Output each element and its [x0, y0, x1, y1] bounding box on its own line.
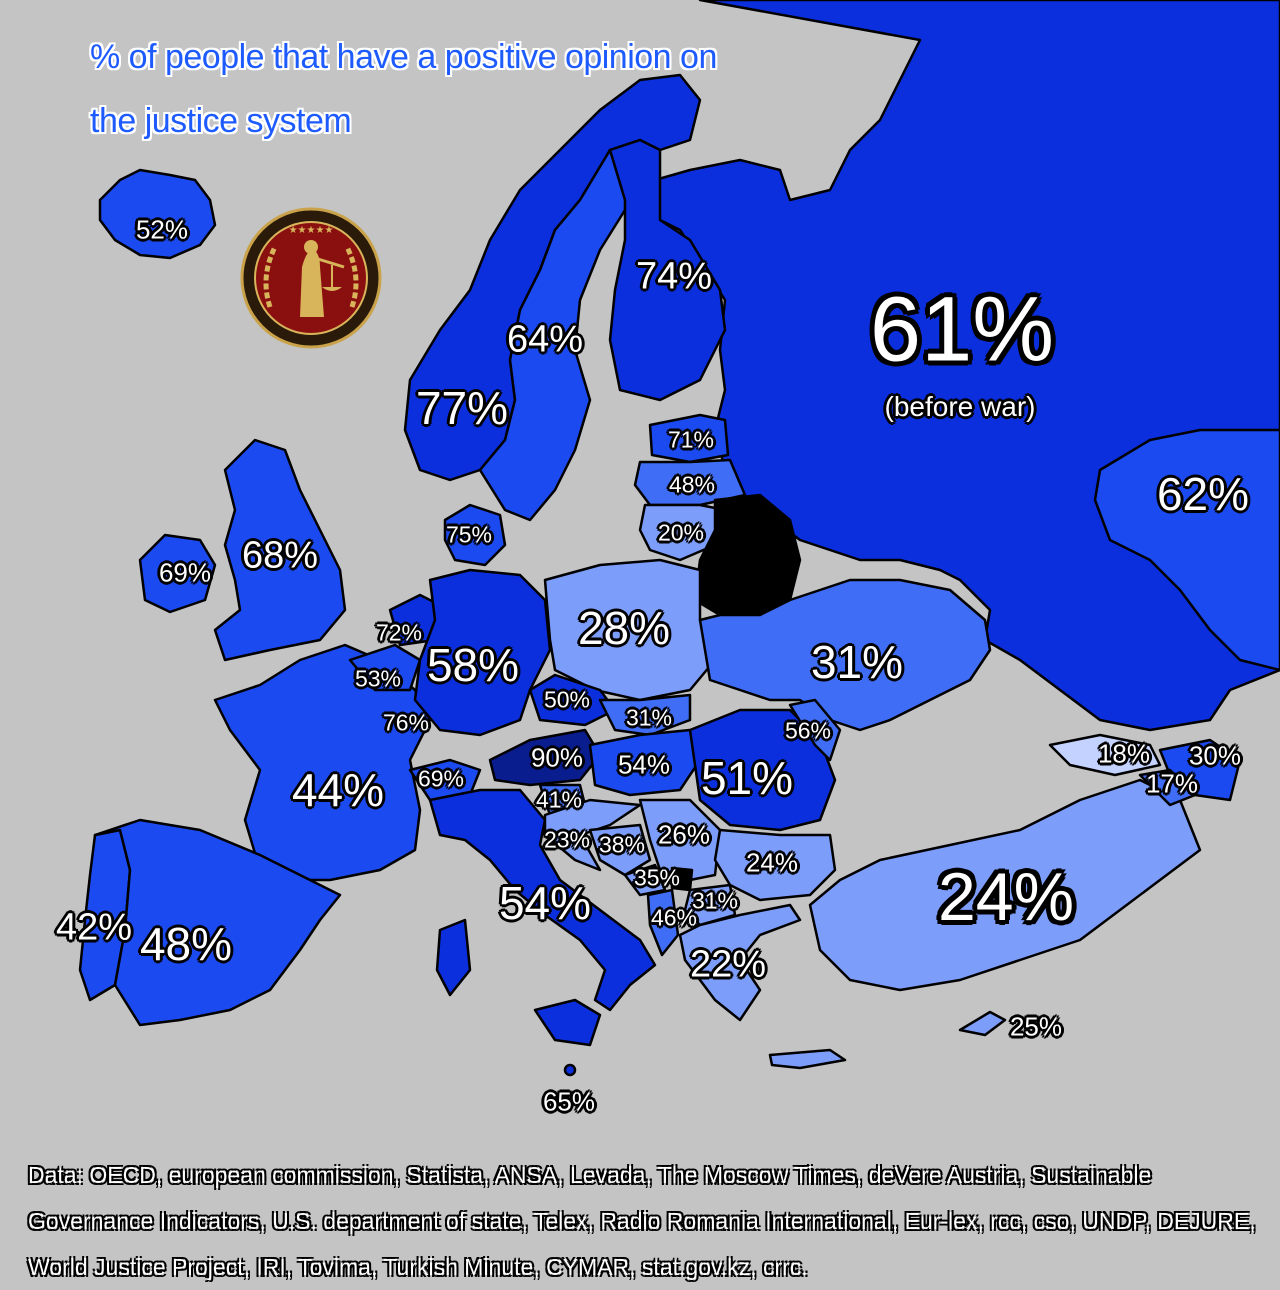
label-sweden: 64%: [506, 318, 584, 361]
region-sardinia: [435, 918, 472, 997]
label-latvia: 48%: [668, 471, 716, 498]
label-croatia: 23%: [543, 826, 591, 853]
region-armenia: [1138, 768, 1197, 807]
region-switzerland: [408, 758, 482, 802]
map-title-line-2: the justice system: [90, 102, 352, 140]
label-italy: 54%: [498, 877, 592, 929]
region-moldova: [788, 698, 842, 762]
region-sicily: [533, 998, 602, 1047]
region-malta: [563, 1063, 577, 1077]
region-georgia: [1048, 733, 1162, 777]
region-croatia: [543, 798, 642, 872]
region-romania: [688, 708, 837, 832]
label-denmark: 75%: [445, 521, 493, 548]
label-romania: 51%: [700, 752, 794, 804]
region-montenegro: [623, 863, 667, 897]
region-iceland: [98, 168, 217, 260]
label-switzerland: 69%: [417, 765, 465, 792]
label-lithuania: 20%: [657, 519, 705, 546]
label-slovenia: 41%: [535, 786, 583, 813]
label-finland: 74%: [635, 255, 713, 298]
label-bosnia: 38%: [598, 831, 646, 858]
region-hungary: [588, 728, 702, 797]
label-malta: 65%: [542, 1086, 596, 1117]
label-russia: 61%: [869, 278, 1055, 381]
region-serbia: [638, 798, 722, 882]
label-georgia: 18%: [1097, 738, 1151, 769]
region-uk: [213, 438, 347, 662]
label-greece: 22%: [689, 943, 767, 986]
label-azerbaijan: 30%: [1188, 740, 1242, 771]
label-germany: 58%: [426, 639, 520, 691]
label-netherlands: 72%: [375, 619, 423, 646]
region-finland: [608, 138, 727, 402]
region-germany: [413, 568, 552, 737]
label-poland: 28%: [577, 602, 671, 654]
region-estonia: [648, 413, 730, 464]
region-slovakia: [598, 693, 692, 737]
region-spain: [93, 818, 342, 1027]
label-spain: 48%: [139, 918, 233, 970]
label-portugal: 42%: [55, 906, 133, 949]
region-greece: [678, 903, 802, 1022]
lady-justice-emblem-icon: ★★★★★: [240, 207, 382, 349]
label-hungary: 54%: [617, 749, 671, 780]
region-kazakhstan: [1093, 428, 1280, 672]
region-turkey: [808, 778, 1202, 992]
data-sources: Data: OECD, european commission, Statist…: [28, 1162, 1256, 1280]
map-title-line-1: % of people that have a positive opinion…: [90, 38, 717, 76]
label-moldova: 56%: [784, 717, 832, 744]
label-cyprus: 25%: [1009, 1011, 1063, 1042]
label-uk: 68%: [241, 534, 319, 577]
region-ukraine: [698, 578, 992, 732]
label-belgium: 53%: [354, 665, 402, 692]
region-albania: [646, 888, 680, 957]
region-bulgaria: [713, 828, 837, 902]
label-france: 44%: [291, 764, 385, 816]
region-ireland: [138, 533, 217, 614]
label-kosovo: 31%: [691, 887, 739, 914]
svg-text:★★★★★: ★★★★★: [289, 225, 334, 236]
label-estonia: 71%: [667, 426, 715, 453]
label-slovakia: 31%: [625, 704, 673, 731]
label-iceland: 52%: [135, 214, 189, 245]
label-austria: 90%: [530, 742, 584, 773]
region-belgium: [348, 643, 422, 692]
region-poland: [543, 558, 717, 702]
label-ukraine: 31%: [810, 636, 904, 688]
label-albania: 46%: [650, 904, 698, 931]
region-austria: [488, 728, 602, 787]
label-kazakhstan: 62%: [1156, 468, 1250, 520]
region-crete: [768, 1048, 847, 1070]
label-russia-note: (before war): [884, 391, 1036, 422]
label-ireland: 69%: [158, 557, 212, 588]
label-montenegro: 35%: [633, 864, 681, 891]
label-serbia: 26%: [657, 819, 711, 850]
label-norway: 77%: [415, 382, 509, 434]
region-denmark: [443, 503, 507, 567]
label-luxembourg: 76%: [382, 709, 430, 736]
label-armenia: 17%: [1145, 768, 1199, 799]
label-czechia: 50%: [543, 686, 591, 713]
region-bosnia: [588, 823, 652, 877]
label-turkey: 24%: [937, 859, 1075, 935]
region-cyprus: [958, 1010, 1007, 1037]
label-bulgaria: 24%: [745, 847, 799, 878]
region-lithuania: [638, 503, 727, 562]
region-france: [213, 643, 432, 882]
